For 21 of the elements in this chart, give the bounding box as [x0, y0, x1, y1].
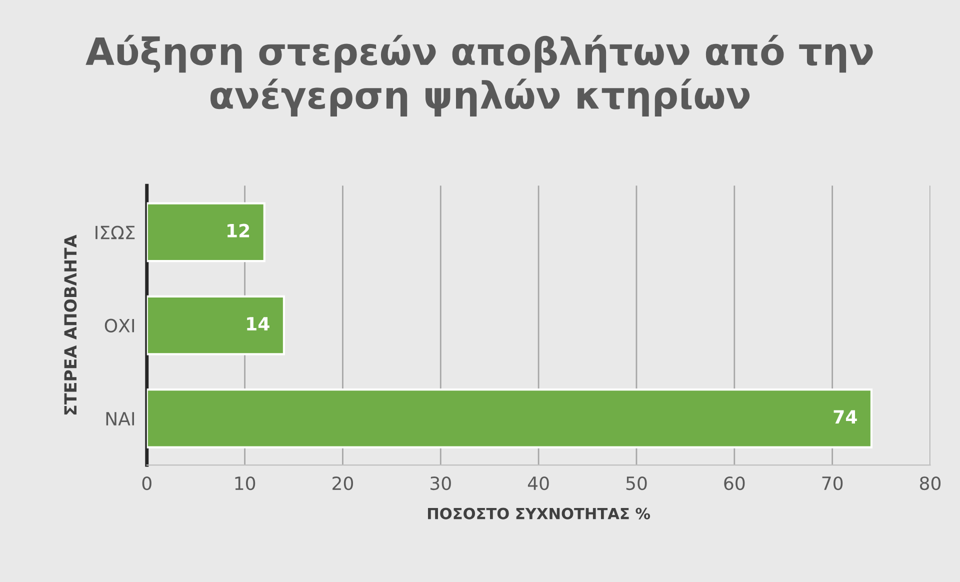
x-axis-title: ΠΟΣΟΣΤΟ ΣΥΧΝΟΤΗΤΑΣ %: [428, 508, 650, 520]
y-tick-label: ΙΣΩΣ: [96, 226, 135, 240]
x-tick-label: 10: [235, 476, 256, 490]
bar: [146, 388, 873, 448]
x-tick-label: 30: [430, 476, 451, 490]
y-tick-label: ΝΑΙ: [106, 412, 134, 426]
y-axis-title: ΣΤΕΡΕΑ ΑΠΟΒΛΗΤΑ: [64, 234, 77, 414]
x-tick-label: 0: [142, 476, 152, 490]
x-tick-label: 20: [332, 476, 354, 490]
x-tick-label: 70: [822, 476, 843, 490]
x-tick-label: 80: [920, 476, 941, 490]
data-label: 74: [834, 410, 857, 424]
bar: [146, 202, 266, 262]
chart-title: Αύξηση στερεών αποβλήτων από την ανέγερση ψηλών κτηρίων: [86, 34, 873, 116]
y-tick-label: ΟΧΙ: [104, 318, 134, 332]
x-tick-label: 50: [626, 476, 647, 490]
x-tick-label: 60: [724, 476, 745, 490]
bar: [146, 295, 286, 356]
data-label: 14: [247, 317, 270, 330]
data-label: 12: [228, 224, 250, 238]
x-tick-label: 40: [528, 476, 549, 490]
